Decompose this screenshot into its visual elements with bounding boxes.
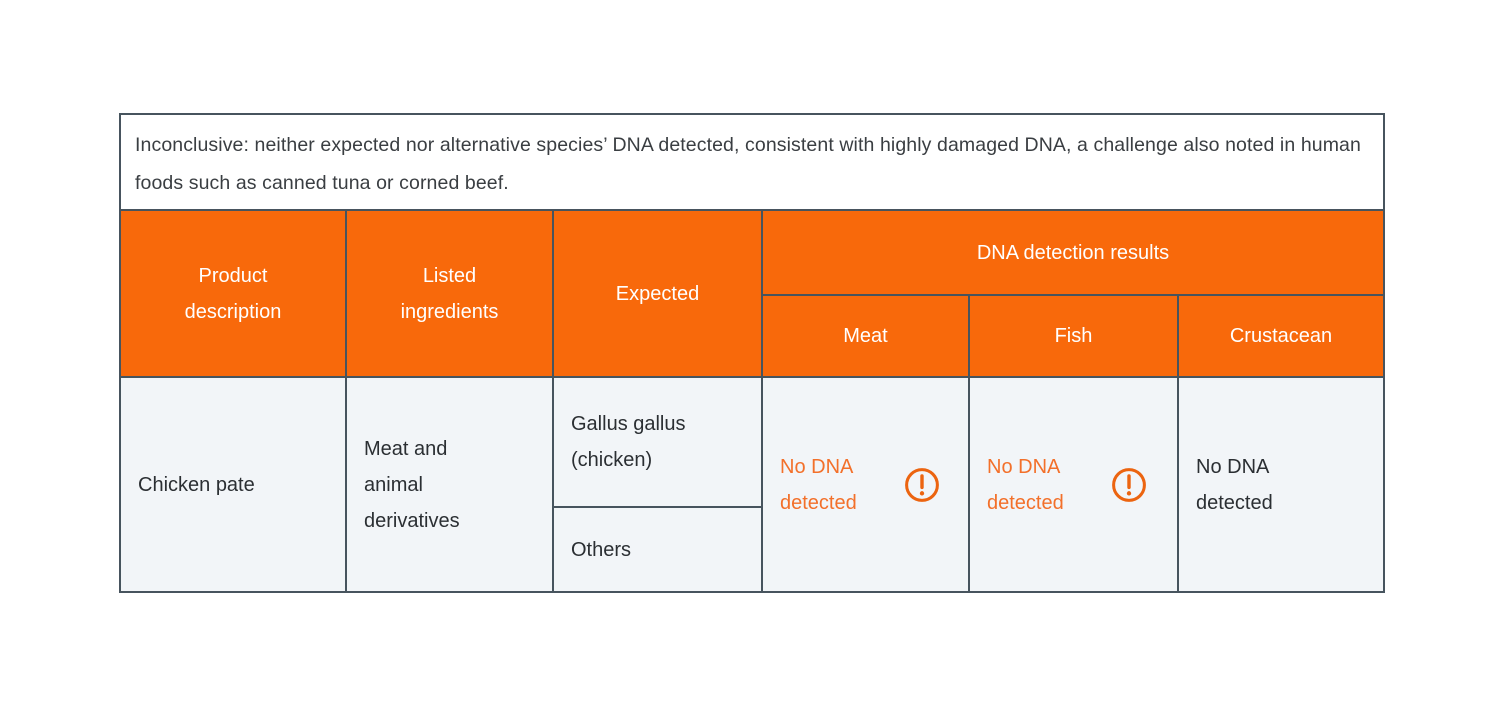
header-crustacean-label: Crustacean	[1229, 325, 1333, 347]
header-dna-detection-results: DNA detection results	[763, 211, 1383, 294]
dna-results-table: Product description Listed ingredients E…	[119, 209, 1385, 593]
warning-icon	[903, 466, 941, 504]
header-meat-label: Meat	[843, 325, 888, 347]
crustacean-result-value: No DNA detected	[1196, 455, 1273, 514]
cell-listed-ingredients: Meat and animal derivatives	[347, 378, 552, 591]
product-description-value: Chicken pate	[138, 473, 255, 496]
warning-icon	[1110, 466, 1148, 504]
expected-secondary-cell: Others	[554, 508, 761, 591]
cell-expected: Gallus gallus (chicken) Others	[554, 378, 761, 591]
listed-ingredients-value: Meat and animal derivatives	[364, 437, 460, 532]
expected-cell-divider	[554, 506, 761, 508]
expected-primary-value: Gallus gallus (chicken)	[571, 413, 686, 471]
results-figure: Inconclusive: neither expected nor alter…	[119, 113, 1385, 593]
fish-result-value: No DNA detected	[987, 455, 1064, 514]
header-fish: Fish	[970, 296, 1177, 376]
header-crustacean: Crustacean	[1179, 296, 1383, 376]
expected-secondary-value: Others	[571, 538, 632, 561]
header-product-description: Product description	[121, 211, 345, 376]
cell-meat-result: No DNA detected	[763, 378, 968, 591]
cell-product-description: Chicken pate	[121, 378, 345, 591]
expected-primary-cell: Gallus gallus (chicken)	[554, 378, 761, 506]
note-text: Inconclusive: neither expected nor alter…	[135, 134, 1361, 194]
header-listed-ingredients-label: Listed ingredients	[400, 264, 499, 323]
header-dna-detection-results-label: DNA detection results	[976, 241, 1170, 264]
header-expected-label: Expected	[615, 282, 700, 305]
cell-crustacean-result: No DNA detected	[1179, 378, 1383, 591]
header-product-description-label: Product description	[184, 264, 282, 323]
header-meat: Meat	[763, 296, 968, 376]
cell-fish-result: No DNA detected	[970, 378, 1177, 591]
meat-result-value: No DNA detected	[780, 455, 857, 514]
header-listed-ingredients: Listed ingredients	[347, 211, 552, 376]
note-box: Inconclusive: neither expected nor alter…	[119, 113, 1385, 211]
header-fish-label: Fish	[1054, 325, 1093, 347]
header-expected: Expected	[554, 211, 761, 376]
